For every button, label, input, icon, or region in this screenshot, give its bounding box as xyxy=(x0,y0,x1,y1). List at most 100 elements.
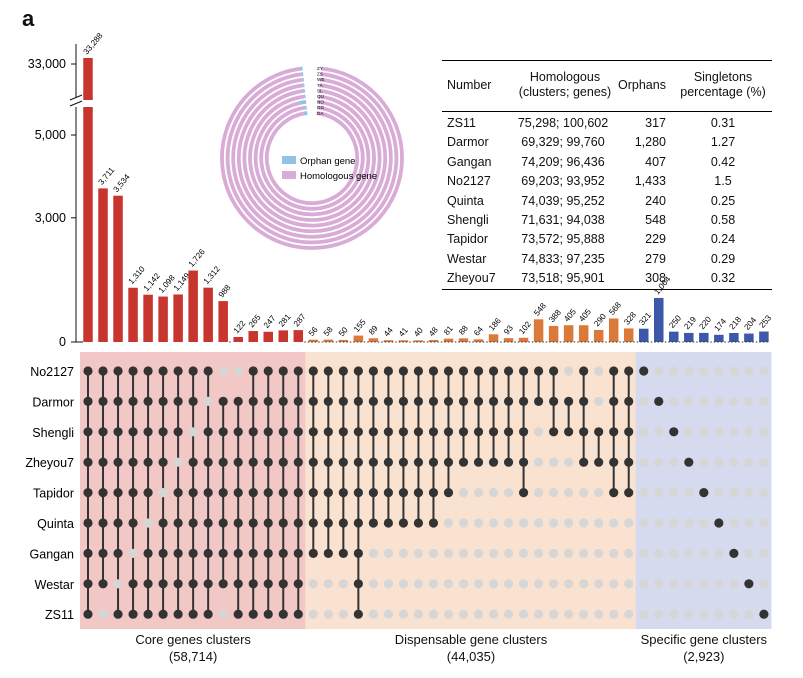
bar xyxy=(503,338,514,342)
bar-value-label: 81 xyxy=(442,324,455,337)
header-singletons: Singletons percentage (%) xyxy=(674,70,772,100)
set-dot-inactive xyxy=(639,457,649,467)
donut-ring-orphan xyxy=(303,111,308,116)
bar-value-label: 290 xyxy=(592,312,608,329)
set-dot-active xyxy=(293,396,303,406)
bar-value-label: 568 xyxy=(607,300,623,317)
group-label-specific: Specific gene clusters (2,923) xyxy=(614,631,794,665)
bar-value-label: 58 xyxy=(322,325,335,338)
set-dot-inactive xyxy=(579,579,589,589)
group-count: (44,035) xyxy=(446,649,496,664)
group-label-dispensable: Dispensable gene clusters (44,035) xyxy=(381,631,561,665)
header-homologous-line2: (clusters; genes) xyxy=(518,85,612,99)
set-dot-inactive xyxy=(654,488,664,498)
bar xyxy=(699,332,709,342)
genome-label-zs11: ZS11 xyxy=(45,608,74,622)
set-dot-inactive xyxy=(744,488,754,498)
set-dot-active xyxy=(609,488,619,498)
table-row: Darmor 69,329; 99,760 1,280 1.27 xyxy=(442,133,772,152)
set-dot-active xyxy=(368,427,378,437)
table-bottom-rule xyxy=(442,288,772,290)
cell-homologous: 74,833; 97,235 xyxy=(521,251,605,266)
cell-number: Westar xyxy=(447,251,487,266)
set-dot-active xyxy=(654,396,664,406)
set-dot-active xyxy=(263,488,273,498)
bar xyxy=(593,329,604,342)
set-dot-active xyxy=(609,396,619,406)
bar-value-label: 988 xyxy=(217,283,233,300)
set-dot-inactive xyxy=(759,579,769,589)
set-dot-active xyxy=(518,366,529,376)
set-dot-active xyxy=(263,518,273,528)
set-dot-active xyxy=(624,366,634,376)
set-dot-inactive xyxy=(654,366,664,376)
set-dot-active xyxy=(398,488,409,498)
set-dot-active xyxy=(158,396,168,406)
bar-value-label: 405 xyxy=(577,307,593,324)
set-dot-active xyxy=(308,457,318,467)
cell-orphans: 1,280 xyxy=(634,135,666,150)
bar-value-label: 93 xyxy=(502,323,515,336)
group-count: (58,714) xyxy=(168,649,218,664)
cell-homologous: 74,039; 95,252 xyxy=(521,193,605,208)
set-dot-inactive xyxy=(398,609,409,619)
set-dot-inactive xyxy=(669,396,679,406)
bar-value-label: 287 xyxy=(292,312,308,329)
set-dot-active xyxy=(398,518,409,528)
set-dot-inactive xyxy=(639,579,649,589)
set-dot-inactive xyxy=(503,579,514,589)
bar-value-label: 41 xyxy=(397,325,410,338)
donut-ring-label: QU xyxy=(317,94,324,99)
bar xyxy=(338,339,349,342)
set-dot-inactive xyxy=(534,457,544,467)
donut-ring-homologous xyxy=(248,94,376,222)
set-dot-inactive xyxy=(383,579,393,589)
bar-value-label: 321 xyxy=(637,310,653,327)
set-dot-active xyxy=(128,609,138,619)
set-dot-active xyxy=(278,366,288,376)
cell-homologous: 73,518; 95,901 xyxy=(521,271,605,286)
set-dot-inactive xyxy=(173,457,183,467)
group-name: Specific gene clusters xyxy=(640,632,768,647)
set-dot-inactive xyxy=(549,518,559,528)
legend-label: Orphan gene xyxy=(300,156,355,167)
set-dot-active xyxy=(143,609,153,619)
set-dot-active xyxy=(413,396,424,406)
genome-label-tapidor: Tapidor xyxy=(33,487,74,501)
set-dot-active xyxy=(549,366,559,376)
set-dot-active xyxy=(518,457,529,467)
table-header: Number Homologous (clusters; genes) Orph… xyxy=(442,60,772,112)
set-dot-inactive xyxy=(549,488,559,498)
set-dot-active xyxy=(579,457,589,467)
set-dot-inactive xyxy=(564,366,574,376)
set-dot-active xyxy=(338,518,348,528)
bar xyxy=(428,340,439,342)
set-dot-inactive xyxy=(759,488,769,498)
set-dot-active xyxy=(278,579,288,589)
set-dot-active xyxy=(143,488,153,498)
set-dot-inactive xyxy=(443,518,454,528)
set-dot-active xyxy=(338,366,348,376)
set-dot-inactive xyxy=(549,579,559,589)
set-dot-active xyxy=(383,396,393,406)
set-dot-inactive xyxy=(594,609,604,619)
set-dot-active xyxy=(308,427,318,437)
set-dot-inactive xyxy=(669,488,679,498)
set-dot-inactive xyxy=(684,366,694,376)
set-dot-inactive xyxy=(639,609,649,619)
bar-value-label: 122 xyxy=(232,319,248,336)
cell-number: Gangan xyxy=(447,154,492,169)
set-dot-inactive xyxy=(759,396,769,406)
bar-value-label: 204 xyxy=(743,315,759,332)
set-dot-active xyxy=(534,396,544,406)
bar xyxy=(98,188,108,342)
bar-value-label: 174 xyxy=(712,316,728,333)
set-dot-inactive xyxy=(699,457,709,467)
set-dot-active xyxy=(98,488,108,498)
group-backgrounds xyxy=(80,352,772,629)
set-dot-inactive xyxy=(729,609,739,619)
set-dot-active xyxy=(218,427,228,437)
genome-label-gangan: Gangan xyxy=(30,547,75,561)
set-dot-inactive xyxy=(699,548,709,559)
